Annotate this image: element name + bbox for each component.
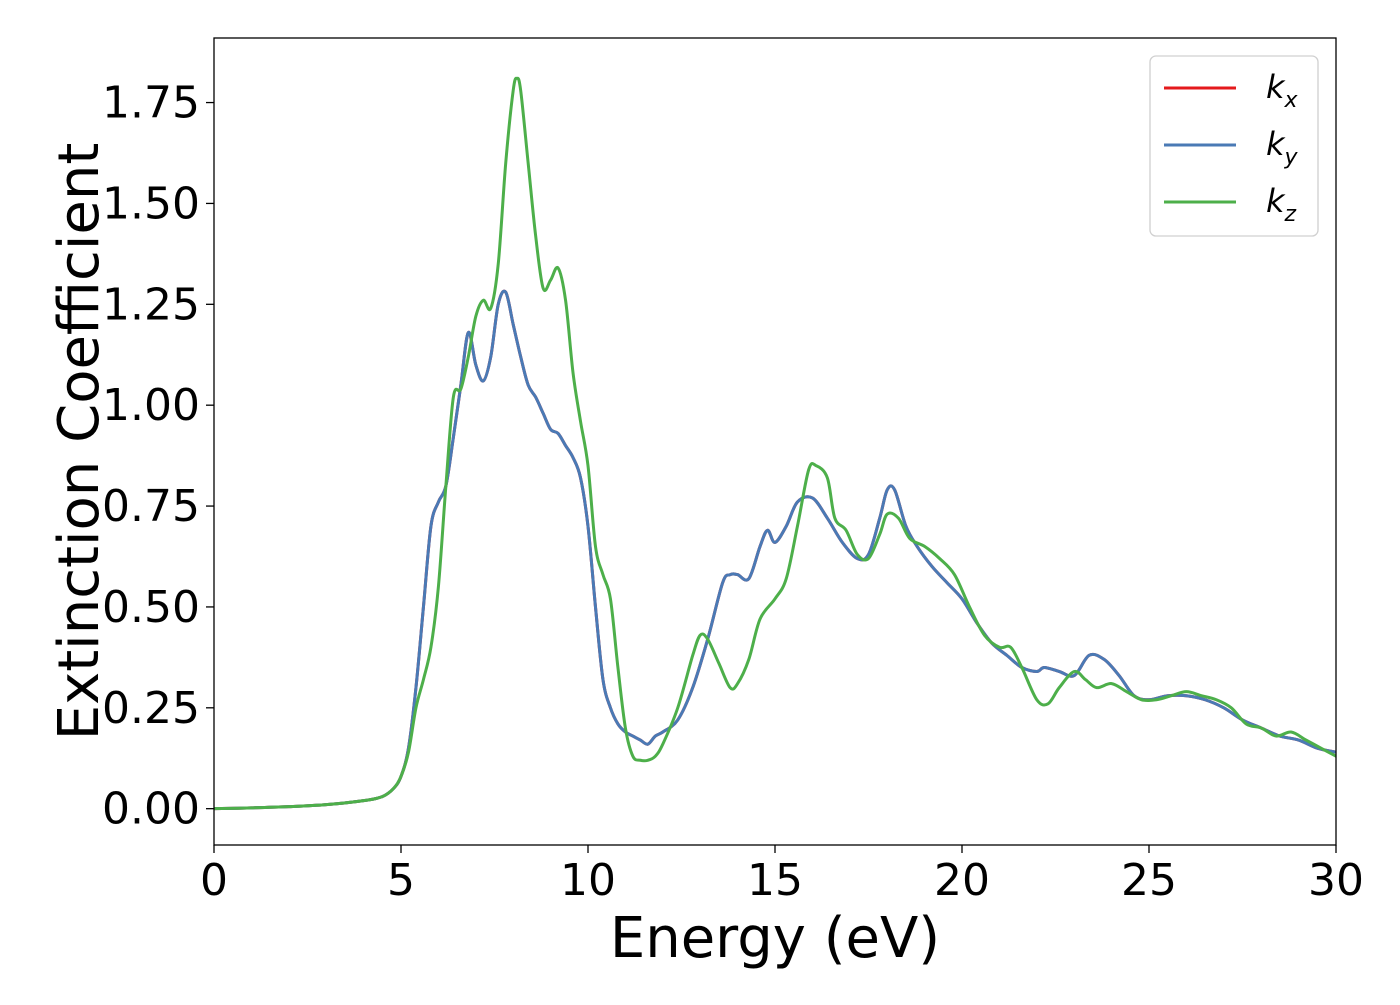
legend-label-x: kx <box>1266 68 1299 113</box>
y-tick-label: 0.75 <box>102 481 200 532</box>
x-tick-label: 5 <box>387 855 415 906</box>
y-tick-label: 0.00 <box>102 784 200 835</box>
legend: kx ky kz <box>1149 55 1319 237</box>
x-axis-label: Energy (eV) <box>610 906 940 971</box>
series-line-x <box>214 289 1336 811</box>
legend-label-y: ky <box>1266 125 1299 170</box>
x-tick-label: 30 <box>1308 855 1364 906</box>
series-line-y <box>214 289 1336 811</box>
x-tick-label: 20 <box>934 855 990 906</box>
y-tick-label: 0.25 <box>102 683 200 734</box>
y-tick-label: 1.75 <box>102 78 200 129</box>
x-tick-label: 15 <box>747 855 803 906</box>
x-tick-label: 0 <box>200 855 228 906</box>
y-tick-label: 1.00 <box>102 380 200 431</box>
y-tick-label: 1.25 <box>102 279 200 330</box>
x-tick-label: 25 <box>1121 855 1177 906</box>
y-tick-label: 1.50 <box>102 178 200 229</box>
y-axis-label: Extinction Coefficient <box>47 143 112 741</box>
x-tick-label: 10 <box>560 855 616 906</box>
axes: 0 5 10 15 20 25 30 0.00 0.25 0.50 0.75 1.00 1.25 1.50… <box>102 37 1364 906</box>
series-line-z <box>214 76 1336 811</box>
y-tick-label: 0.50 <box>102 582 200 633</box>
legend-label-z: kz <box>1266 182 1297 227</box>
plot-area <box>214 76 1336 811</box>
